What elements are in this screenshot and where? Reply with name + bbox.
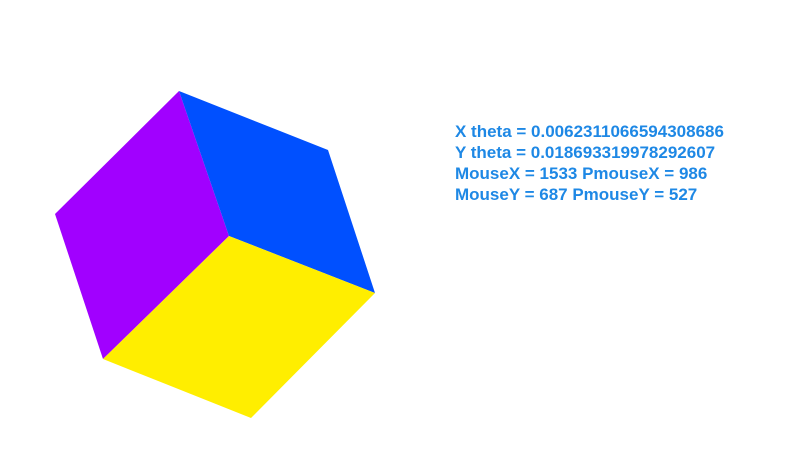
cube-face-purple — [55, 91, 229, 359]
y-theta-text: Y theta = 0.018693319978292607 — [455, 143, 716, 162]
x-theta-text: X theta = 0.0062311066594308686 — [455, 122, 724, 141]
mouse-y-text: MouseY = 687 PmouseY = 527 — [455, 185, 698, 204]
cube-face-yellow — [103, 236, 375, 418]
mouse-x-text: MouseX = 1533 PmouseX = 986 — [455, 164, 708, 183]
cube-face-blue — [179, 91, 375, 293]
debug-readout: X theta = 0.0062311066594308686 Y theta … — [455, 121, 724, 205]
